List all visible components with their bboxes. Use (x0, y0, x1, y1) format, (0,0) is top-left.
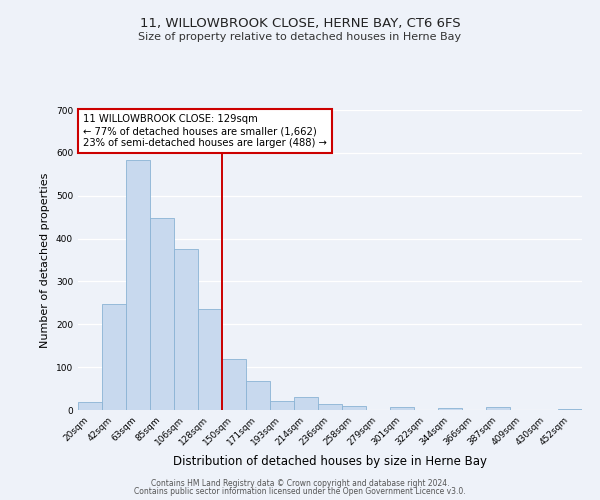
Bar (102, 304, 126, 410)
Bar (78, 402, 102, 410)
Text: 11 WILLOWBROOK CLOSE: 129sqm
← 77% of detached houses are smaller (1,662)
23% of: 11 WILLOWBROOK CLOSE: 129sqm ← 77% of de… (83, 114, 327, 148)
Bar (246, 382, 270, 410)
X-axis label: Distribution of detached houses by size in Herne Bay: Distribution of detached houses by size … (173, 456, 487, 468)
Bar (222, 358, 246, 410)
Bar (150, 218, 174, 410)
Bar (318, 404, 342, 410)
Text: 11, WILLOWBROOK CLOSE, HERNE BAY, CT6 6FS: 11, WILLOWBROOK CLOSE, HERNE BAY, CT6 6F… (140, 18, 460, 30)
Bar (558, 408, 582, 410)
Text: Size of property relative to detached houses in Herne Bay: Size of property relative to detached ho… (139, 32, 461, 42)
Bar (174, 250, 198, 410)
Bar (342, 406, 366, 410)
Text: Contains HM Land Registry data © Crown copyright and database right 2024.: Contains HM Land Registry data © Crown c… (151, 478, 449, 488)
Y-axis label: Number of detached properties: Number of detached properties (40, 172, 50, 348)
Text: Contains public sector information licensed under the Open Government Licence v3: Contains public sector information licen… (134, 487, 466, 496)
Bar (294, 397, 318, 410)
Bar (198, 309, 222, 410)
Bar (270, 400, 294, 410)
Bar (438, 408, 462, 410)
Bar (390, 406, 414, 410)
Bar (126, 160, 150, 410)
Bar (486, 408, 510, 410)
